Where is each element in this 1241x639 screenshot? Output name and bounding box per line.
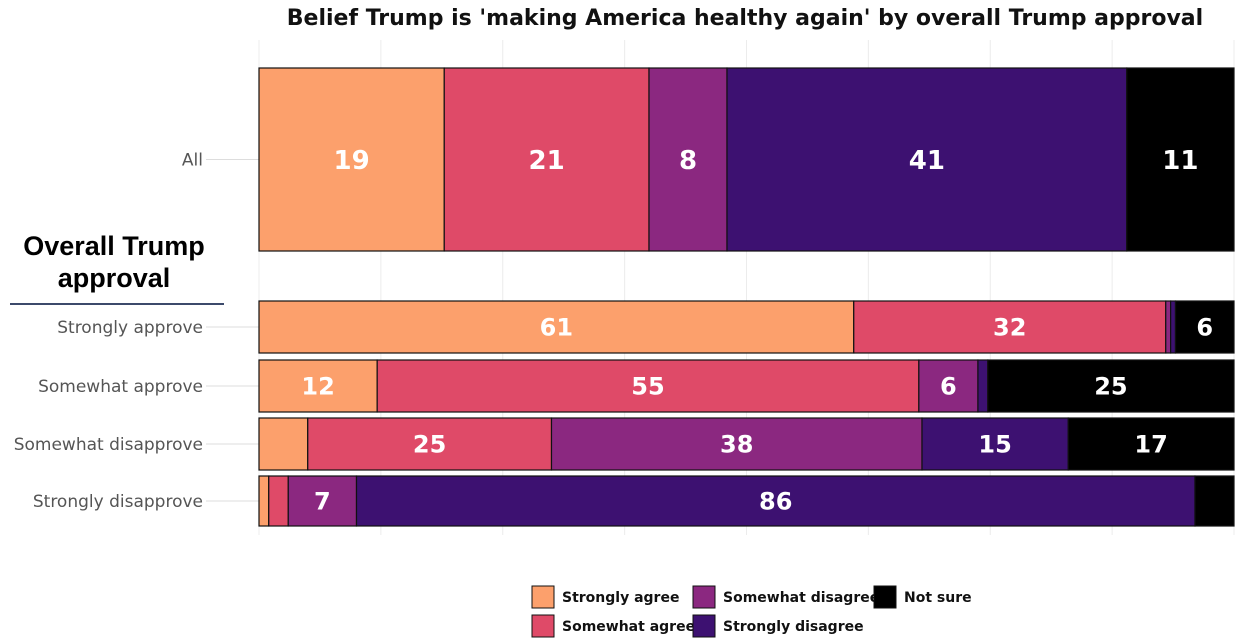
data-label: 11	[1162, 146, 1198, 176]
data-label: 7	[314, 488, 331, 516]
bar-segment	[1194, 475, 1235, 527]
category-axis: All Strongly approve Somewhat approve Somew…	[14, 151, 259, 512]
data-label: 17	[1134, 431, 1167, 459]
category-label: Somewhat disapprove	[14, 435, 203, 455]
legend-swatch	[692, 614, 716, 638]
bar-segment	[550, 417, 923, 471]
bar-segment	[287, 475, 358, 527]
legend-label: Strongly disagree	[723, 619, 864, 635]
data-label: 15	[978, 431, 1011, 459]
data-label: 6	[1196, 314, 1213, 342]
data-label: 25	[1094, 373, 1127, 401]
data-label: 41	[909, 146, 945, 176]
group-title: Overall Trump approval	[23, 231, 205, 293]
bar-segment	[977, 359, 989, 413]
data-label: 38	[720, 431, 753, 459]
legend-label: Not sure	[904, 590, 972, 606]
bar-segment	[258, 475, 270, 527]
category-label: Somewhat approve	[38, 377, 203, 397]
bar-segment	[648, 67, 728, 252]
bar-segment	[987, 359, 1235, 413]
legend-swatch	[531, 614, 555, 638]
category-label: Strongly disapprove	[33, 492, 203, 512]
legend: Strongly agree Somewhat agree Somewhat dis…	[531, 585, 972, 638]
category-label: Strongly approve	[57, 318, 203, 338]
legend-swatch	[873, 585, 897, 609]
data-label: 25	[413, 431, 446, 459]
legend-label: Strongly agree	[562, 590, 679, 606]
bar-segment	[1165, 300, 1172, 354]
category-label: All	[182, 151, 203, 171]
bar-segment	[1067, 417, 1235, 471]
bar-segment	[1126, 67, 1235, 252]
bar-segment	[258, 300, 855, 354]
data-label: 55	[631, 373, 664, 401]
bars: 19 21 8 41 11 61 32 6 12 55 6 25 25 38 15 17 7 86	[258, 67, 1235, 527]
data-label: 12	[301, 373, 334, 401]
bar-segment	[921, 417, 1069, 471]
bar-segment	[307, 417, 553, 471]
legend-label: Somewhat disagree	[723, 590, 879, 606]
legend-swatch	[692, 585, 716, 609]
bar-segment	[355, 475, 1196, 527]
chart-title: Belief Trump is 'making America healthy …	[287, 6, 1203, 31]
bar-segment	[443, 67, 650, 252]
data-label: 21	[529, 146, 565, 176]
data-label: 86	[759, 488, 792, 516]
bar-segment	[1170, 300, 1177, 354]
data-label: 32	[993, 314, 1026, 342]
data-label: 61	[540, 314, 573, 342]
group-divider	[10, 303, 224, 305]
bar-segment	[268, 475, 289, 527]
legend-swatch	[531, 585, 555, 609]
legend-label: Somewhat agree	[562, 619, 695, 635]
bar-segment	[918, 359, 979, 413]
data-label: 6	[940, 373, 957, 401]
bar-segment	[726, 67, 1128, 252]
bar-segment	[1174, 300, 1235, 354]
bar-segment	[258, 417, 309, 471]
data-label: 19	[334, 146, 370, 176]
data-label: 8	[679, 146, 697, 176]
